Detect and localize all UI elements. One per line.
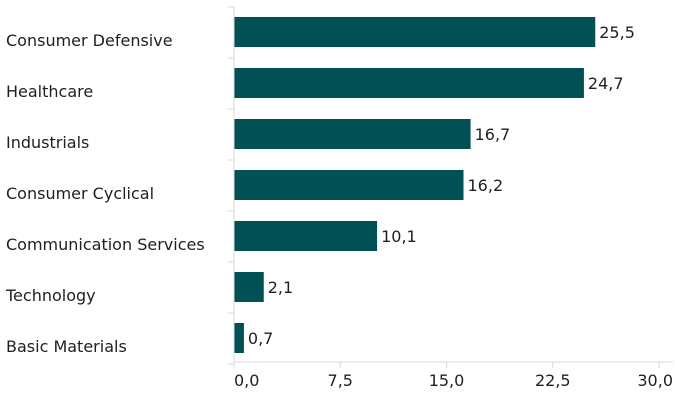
bar: [234, 272, 264, 302]
category-label: Healthcare: [6, 82, 93, 101]
x-tick-label: 15,0: [429, 371, 465, 390]
category-label: Consumer Cyclical: [6, 184, 154, 203]
x-tick-label: 7,5: [328, 371, 353, 390]
bar: [234, 170, 464, 200]
category-label: Basic Materials: [6, 337, 127, 356]
labels-layer: Consumer Defensive 25,5 Healthcare 24,7 Indu…: [5, 23, 673, 390]
category-label: Communication Services: [6, 235, 205, 254]
category-label: Industrials: [6, 133, 89, 152]
bar: [234, 68, 584, 98]
x-tick-label: 22,5: [535, 371, 571, 390]
data-label: 2,1: [268, 278, 293, 297]
data-label: 0,7: [248, 329, 273, 348]
category-label: Consumer Defensive: [6, 31, 173, 50]
bar: [234, 323, 244, 353]
axis-layer: [228, 6, 673, 368]
x-tick-label: 30,0: [637, 371, 673, 390]
data-label: 16,7: [475, 125, 511, 144]
bar: [234, 17, 596, 47]
data-label: 10,1: [381, 227, 417, 246]
bar: [234, 119, 471, 149]
category-label: Technology: [5, 286, 96, 305]
data-label: 25,5: [599, 23, 635, 42]
data-label: 24,7: [588, 74, 624, 93]
data-label: 16,2: [468, 176, 504, 195]
bar: [234, 221, 378, 251]
bars-layer: [234, 17, 596, 353]
x-tick-label: 0,0: [234, 371, 259, 390]
